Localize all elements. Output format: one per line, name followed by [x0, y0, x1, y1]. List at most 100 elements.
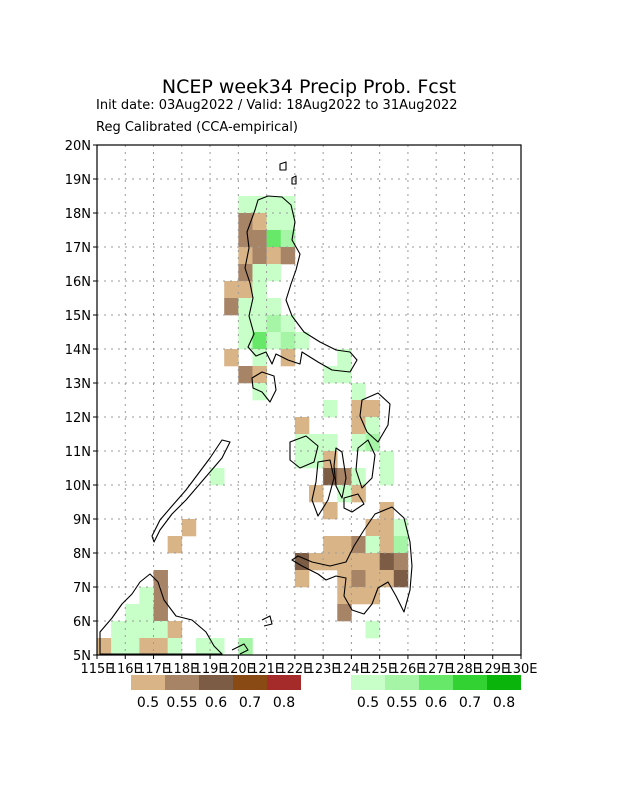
probability-cell [337, 349, 352, 367]
lon-tick-label: 129E [476, 662, 509, 677]
probability-cell [393, 553, 409, 571]
lat-tick-label: 18N [65, 207, 91, 222]
probability-cell [252, 298, 267, 316]
probability-cell [252, 315, 267, 333]
probability-cell [266, 264, 282, 282]
lat-tick-label: 14N [65, 343, 91, 358]
probability-cell [337, 570, 352, 588]
probability-cell [351, 383, 366, 401]
probability-cell [351, 553, 366, 571]
lat-tick-label: 20N [65, 139, 91, 154]
dry-legend-label: 0.5 [137, 695, 159, 711]
palawan-coast [151, 439, 231, 543]
wet-legend-label: 0.5 [357, 695, 379, 711]
lon-tick-label: 122E [278, 662, 311, 677]
probability-cell [153, 604, 168, 622]
probability-cell [181, 519, 197, 537]
probability-cell [238, 366, 253, 384]
probability-cell [139, 621, 154, 639]
dry-legend-swatch [199, 675, 233, 690]
borneo-coast [99, 573, 223, 655]
lon-tick-label: 123E [307, 662, 340, 677]
lon-tick-label: 130E [504, 662, 537, 677]
wet-legend-swatch [453, 675, 487, 690]
probability-cell [323, 434, 338, 452]
probability-cell [266, 196, 282, 214]
mindoro-coast [251, 371, 277, 403]
leyte-coast [355, 439, 376, 489]
probability-cell [266, 298, 282, 316]
probability-cell [125, 621, 140, 639]
wet-legend-label: 0.6 [425, 695, 447, 711]
probability-cell [252, 383, 267, 401]
probability-cell [280, 332, 296, 350]
cebu-coast [333, 447, 347, 499]
lat-tick-label: 16N [65, 275, 91, 290]
probability-cell [393, 519, 409, 537]
lon-tick-label: 118E [165, 662, 198, 677]
luzon-coast [244, 195, 358, 373]
lon-tick-label: 126E [391, 662, 424, 677]
lon-tick-label: 121E [250, 662, 283, 677]
probability-cell [139, 604, 154, 622]
probability-cell [167, 536, 183, 554]
probability-cell [252, 264, 267, 282]
lon-tick-label: 119E [194, 662, 227, 677]
probability-cell [280, 349, 296, 367]
probability-cell [337, 485, 352, 503]
probability-cell [294, 451, 310, 469]
gridlines [97, 145, 521, 655]
probability-cell [280, 247, 296, 265]
lon-tick-label: 128E [448, 662, 481, 677]
wet-legend-swatch [419, 675, 453, 690]
probability-cell [238, 298, 253, 316]
wet-legend-swatch [385, 675, 419, 690]
probability-cell [280, 315, 296, 333]
probability-cell [294, 570, 310, 588]
probability-cell [280, 196, 296, 214]
probability-cell [294, 332, 310, 350]
probability-cell [224, 281, 239, 299]
probability-cell [323, 502, 338, 520]
probability-cell [365, 400, 380, 418]
probability-cell [294, 417, 310, 435]
probability-cell [238, 230, 253, 248]
calibration-method: Reg Calibrated (CCA-empirical) [96, 120, 298, 135]
probability-cell [139, 638, 154, 656]
dry-legend-label: 0.8 [273, 695, 295, 711]
probability-cell [351, 400, 366, 418]
probability-cell [167, 621, 183, 639]
batanes-islands [279, 161, 297, 185]
probability-cell [238, 247, 253, 265]
dry-legend-swatch [267, 675, 301, 690]
map-title: NCEP week34 Precip Prob. Fcst [161, 76, 457, 98]
probability-cell [379, 502, 395, 520]
probability-cell [266, 213, 282, 231]
probability-cell [351, 536, 366, 554]
probability-cell [337, 468, 352, 486]
dry-legend-swatch [233, 675, 267, 690]
probability-cell [153, 621, 168, 639]
lon-tick-label: 116E [109, 662, 142, 677]
panay-coast [289, 435, 319, 469]
probability-cell [365, 434, 380, 452]
probability-cell [337, 536, 352, 554]
lon-tick-label: 125E [363, 662, 396, 677]
lat-tick-label: 15N [65, 309, 91, 324]
probability-cell [393, 536, 409, 554]
lat-tick-label: 10N [65, 479, 91, 494]
dry-legend-swatch [131, 675, 165, 690]
coastline [99, 161, 413, 655]
plot-frame [96, 144, 522, 656]
lon-tick-label: 124E [335, 662, 368, 677]
lon-tick-label: 115E [80, 662, 113, 677]
wet-legend-swatch [487, 675, 521, 690]
lat-tick-label: 17N [65, 241, 91, 256]
probability-cell [195, 638, 211, 656]
probability-cell [365, 417, 380, 435]
probability-cell [309, 485, 324, 503]
probability-cell [351, 587, 366, 605]
probability-cell [365, 553, 380, 571]
lat-tick-label: 7N [73, 581, 91, 596]
